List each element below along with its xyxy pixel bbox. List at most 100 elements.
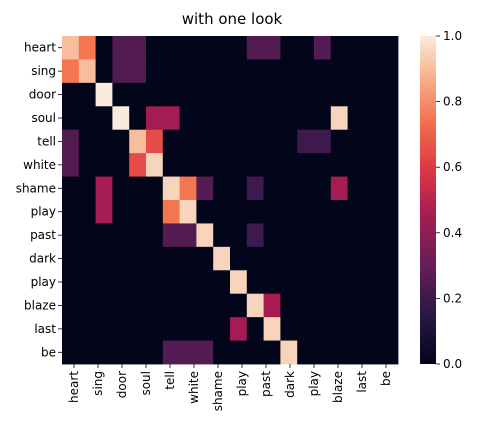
col-tick-label: last <box>355 371 369 393</box>
heatmap-cell <box>230 129 248 154</box>
heatmap-cell <box>297 153 315 177</box>
heatmap-cell <box>62 153 80 177</box>
heatmap-cell <box>263 176 281 201</box>
heatmap-cell <box>364 36 382 60</box>
heatmap-cell <box>78 106 96 131</box>
heatmap-cell <box>381 153 399 177</box>
colorbar-tick-label: 1.0 <box>443 29 462 43</box>
heatmap-cell <box>62 176 80 201</box>
heatmap-cell <box>364 270 382 295</box>
colorbar: 0.0 0.2 0.4 0.6 0.8 1.0 <box>420 29 462 371</box>
heatmap-cell <box>196 106 214 131</box>
heatmap-cell <box>246 59 264 84</box>
heatmap-cell <box>246 106 264 131</box>
heatmap-cell <box>246 153 264 177</box>
heatmap-cell <box>179 246 197 271</box>
row-tick-label: sing <box>31 64 56 78</box>
heatmap-cell <box>381 200 399 224</box>
heatmap-cell <box>62 59 80 84</box>
heatmap-cell <box>213 340 231 365</box>
heatmap-cell <box>314 293 332 318</box>
heatmap-cell <box>314 317 332 341</box>
heatmap-cell <box>146 129 164 154</box>
col-tick-label: play <box>307 371 321 396</box>
heatmap-cell <box>263 36 281 60</box>
heatmap-cell <box>297 223 315 248</box>
heatmap-cell <box>162 153 180 177</box>
heatmap-cell <box>263 59 281 84</box>
heatmap-cell <box>129 317 147 341</box>
heatmap-cell <box>230 317 248 341</box>
heatmap-cell <box>78 340 96 365</box>
heatmap-cell <box>129 223 147 248</box>
col-tick-label: white <box>187 371 201 404</box>
heatmap-cell <box>314 270 332 295</box>
heatmap-cell <box>364 293 382 318</box>
heatmap-cell <box>364 82 382 107</box>
heatmap-cell <box>347 200 365 224</box>
heatmap-cell <box>146 82 164 107</box>
heatmap-cell <box>95 340 113 365</box>
heatmap-cell <box>146 153 164 177</box>
col-tick-label: door <box>115 371 129 398</box>
heatmap-cell <box>62 223 80 248</box>
heatmap-cell <box>263 200 281 224</box>
heatmap-cell <box>330 106 348 131</box>
heatmap-cell <box>280 176 298 201</box>
heatmap-cell <box>230 176 248 201</box>
heatmap-cell <box>112 36 130 60</box>
heatmap-cell <box>179 293 197 318</box>
heatmap-cell <box>381 340 399 365</box>
heatmap-cell <box>230 82 248 107</box>
heatmap-cell <box>280 129 298 154</box>
heatmap-cell <box>246 317 264 341</box>
heatmap-cell <box>330 246 348 271</box>
heatmap-cell <box>364 153 382 177</box>
col-tick-label: past <box>259 371 273 397</box>
heatmap-cell <box>196 317 214 341</box>
heatmap-cell <box>347 340 365 365</box>
heatmap-cell <box>330 36 348 60</box>
heatmap-cell <box>280 246 298 271</box>
heatmap-cell <box>364 340 382 365</box>
heatmap-cell <box>162 270 180 295</box>
col-tick-label: dark <box>283 371 297 398</box>
heatmap-cell <box>280 200 298 224</box>
heatmap-cell <box>213 246 231 271</box>
heatmap-cell <box>78 36 96 60</box>
heatmap-cell <box>381 129 399 154</box>
heatmap-cell <box>297 82 315 107</box>
heatmap-cell <box>347 176 365 201</box>
heatmap-cell <box>196 246 214 271</box>
heatmap-cell <box>230 270 248 295</box>
heatmap-cell <box>62 106 80 131</box>
heatmap-cell <box>95 153 113 177</box>
heatmap-cell <box>62 200 80 224</box>
heatmap-cell <box>196 36 214 60</box>
heatmap-cell <box>62 270 80 295</box>
heatmap-cell <box>196 82 214 107</box>
heatmap-cell <box>364 106 382 131</box>
heatmap-cell <box>347 82 365 107</box>
row-tick-label: tell <box>37 134 56 148</box>
heatmap-cell <box>146 293 164 318</box>
heatmap-cell <box>314 36 332 60</box>
heatmap-cell <box>62 317 80 341</box>
heatmap-cell <box>196 153 214 177</box>
heatmap-cell <box>146 200 164 224</box>
row-tick-label: heart <box>24 41 56 55</box>
heatmap-cell <box>95 246 113 271</box>
heatmap-cell <box>112 223 130 248</box>
colorbar-tick-label: 0.6 <box>443 160 462 174</box>
heatmap-cell <box>381 317 399 341</box>
heatmap-cell <box>364 317 382 341</box>
heatmap-cell <box>347 246 365 271</box>
heatmap-cell <box>246 176 264 201</box>
row-tick-label: last <box>34 322 56 336</box>
heatmap-cell <box>230 36 248 60</box>
heatmap-cell <box>146 270 164 295</box>
heatmap-cell <box>314 59 332 84</box>
heatmap-cell <box>280 82 298 107</box>
heatmap-cell <box>129 246 147 271</box>
